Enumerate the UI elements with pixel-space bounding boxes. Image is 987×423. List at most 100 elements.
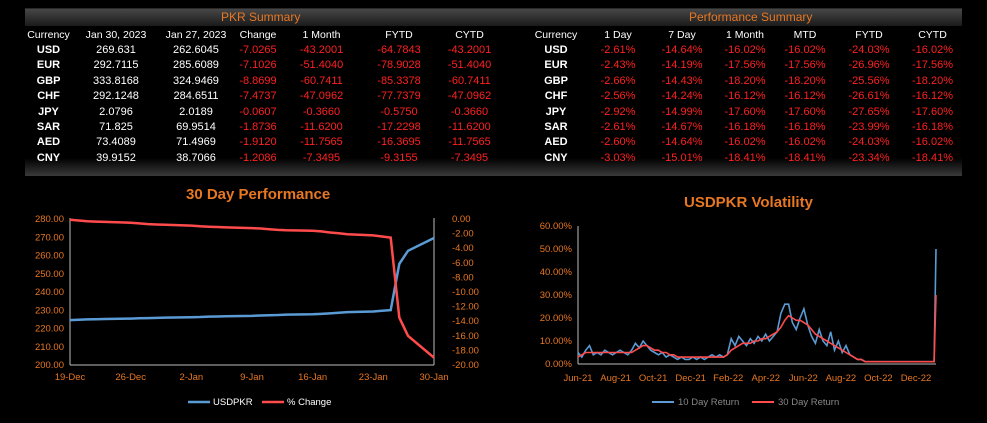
- pkr-summary-cell: CHF: [37, 90, 60, 103]
- performance-summary-cell: -26.61%: [848, 90, 890, 103]
- pkr-summary-cell: 39.9152: [96, 151, 136, 164]
- pkr-summary-cell: -8.8699: [239, 74, 277, 87]
- performance-summary-header-cell: 1 Month: [726, 28, 764, 41]
- x-tick-label: 9-Jan: [240, 372, 264, 383]
- series-line-pct-change: [69, 218, 435, 359]
- pkr-summary-cell: 71.4969: [176, 136, 216, 149]
- y-right-tick-label: 0.00: [452, 214, 471, 225]
- vol-x-tick-label: Dec-22: [901, 373, 932, 384]
- performance-summary-cell: -17.56%: [724, 59, 766, 72]
- performance-summary-cell: -17.60%: [784, 105, 826, 118]
- pkr-summary-cell: 38.7066: [176, 151, 216, 164]
- vol-x-tick-label: Aug-21: [600, 373, 631, 384]
- performance-summary-cell: -2.56%: [600, 90, 636, 103]
- performance-summary-cell: -26.96%: [848, 59, 890, 72]
- y-right-tick-label: -14.00: [452, 316, 479, 327]
- y-left-tick-label: 220.00: [35, 324, 64, 335]
- performance-summary-cell: -14.64%: [661, 44, 703, 57]
- pkr-summary-cell: 73.4089: [96, 136, 136, 149]
- pkr-summary-cell: SAR: [36, 121, 61, 134]
- pkr-summary-cell: AED: [36, 136, 61, 149]
- performance-summary-cell: -14.19%: [661, 59, 703, 72]
- pkr-summary-cell: -60.7411: [448, 74, 491, 87]
- y-right-tick-label: -16.00: [452, 331, 479, 342]
- chart-title-30day: 30 Day Performance: [186, 186, 331, 203]
- performance-summary-cell: -14.43%: [661, 74, 703, 87]
- pkr-summary-cell: 284.6511: [173, 90, 219, 103]
- vol-x-tick-label: Aug-22: [826, 373, 857, 384]
- x-tick-label: 19-Dec: [55, 372, 86, 383]
- vol-x-tick-label: Jun-21: [563, 373, 592, 384]
- performance-summary-header-cell: MTD: [793, 28, 817, 41]
- performance-summary-header-cell: CYTD: [918, 28, 947, 41]
- performance-summary-row: GBP -2.66% -14.43% -18.20% -18.20% -25.56% -18…: [525, 73, 962, 88]
- performance-summary-cell: -16.02%: [784, 44, 826, 57]
- vol-x-tick-label: Dec-21: [675, 373, 706, 384]
- vol-legend-label: 10 Day Return: [678, 397, 739, 408]
- performance-summary-cell: JPY: [545, 105, 567, 118]
- pkr-summary-row: EUR 292.7115 285.6089 -7.1026 -51.4040 -78.90…: [25, 58, 500, 73]
- performance-summary-cell: -2.61%: [600, 121, 636, 134]
- performance-summary-cell: EUR: [544, 59, 568, 72]
- pkr-summary-cell: EUR: [36, 59, 61, 72]
- x-tick-label: 23-Jan: [359, 372, 388, 383]
- performance-summary-cell: SAR: [544, 121, 568, 134]
- performance-summary-header-cell: 7 Day: [668, 28, 696, 41]
- pkr-summary-cell: -1.8736: [239, 121, 277, 134]
- performance-summary-cell: -14.24%: [661, 90, 703, 103]
- pkr-summary-cell: -7.0265: [239, 44, 277, 57]
- y-right-tick-label: -18.00: [452, 345, 479, 356]
- performance-summary-cell: -16.02%: [724, 44, 766, 57]
- performance-summary-cell: -16.02%: [784, 136, 826, 149]
- series-line-usdpkr: [69, 236, 435, 322]
- performance-summary-cell: -16.18%: [912, 121, 953, 134]
- pkr-summary-header-cell: Jan 27, 2023: [165, 28, 227, 41]
- vol-y-tick-label: 60.00%: [540, 221, 573, 232]
- pkr-summary-cell: -47.0962: [299, 90, 344, 103]
- pkr-summary-cell: -78.9028: [377, 59, 421, 72]
- performance-summary-cell: -2.66%: [600, 74, 636, 87]
- vol-legend-label: 30 Day Return: [778, 397, 839, 408]
- pkr-summary-row: CHF 292.1248 284.6511 -7.4737 -47.0962 -77.73…: [25, 89, 500, 104]
- pkr-summary-cell: CNY: [36, 151, 61, 164]
- x-tick-label: 2-Jan: [179, 372, 203, 383]
- performance-summary-cell: -18.20%: [784, 74, 826, 87]
- pkr-summary-cell: -17.2298: [377, 121, 421, 134]
- pkr-summary-cell: 292.1248: [93, 90, 139, 103]
- performance-summary-table: Currency 1 Day 7 Day 1 Month MTD FYTD CYTD USD -…: [525, 27, 962, 166]
- pkr-summary-cell: 324.9469: [173, 74, 219, 87]
- y-right-tick-label: -6.00: [452, 258, 474, 269]
- y-right-tick-label: -8.00: [452, 272, 474, 283]
- pkr-summary-row: CNY 39.9152 38.7066 -1.2086 -7.3495 -9.3155 -7…: [25, 150, 500, 165]
- pkr-summary-cell: -7.3495: [450, 151, 489, 164]
- pkr-summary-cell: -7.3495: [302, 151, 341, 164]
- pkr-summary-cell: -1.9120: [239, 136, 277, 149]
- pkr-summary-header-cell: Change: [239, 28, 277, 41]
- pkr-summary-cell: -0.0607: [239, 105, 277, 118]
- vol-x-tick-label: Jun-22: [789, 373, 818, 384]
- pkr-summary-cell: 2.0796: [99, 105, 133, 118]
- pkr-summary-cell: 71.825: [99, 121, 133, 134]
- pkr-summary-cell: 292.7115: [93, 59, 139, 72]
- performance-summary-cell: -16.02%: [912, 136, 953, 149]
- performance-summary-cell: -17.56%: [784, 59, 826, 72]
- vol-y-tick-label: 50.00%: [540, 244, 573, 255]
- performance-summary-row: USD -2.61% -14.64% -16.02% -16.02% -24.03% -16…: [525, 42, 962, 57]
- pkr-summary-cell: -64.7843: [377, 44, 421, 57]
- performance-summary-cell: -15.01%: [661, 151, 703, 164]
- performance-summary-cell: -14.67%: [661, 121, 703, 134]
- performance-summary-cell: -2.60%: [600, 136, 636, 149]
- y-left-tick-label: 230.00: [35, 305, 64, 316]
- performance-summary-cell: -3.03%: [600, 151, 636, 164]
- performance-summary-row: CNY -3.03% -15.01% -18.41% -18.41% -23.34% -18…: [525, 150, 962, 165]
- performance-summary-cell: GBP: [544, 74, 568, 87]
- pkr-summary-row: JPY 2.0796 2.0189 -0.0607 -0.3660 -0.5750 -0.3…: [25, 104, 500, 119]
- chart-title-volatility: USDPKR Volatility: [684, 194, 813, 211]
- pkr-summary-cell: 69.9514: [176, 121, 216, 134]
- performance-summary-cell: -16.12%: [784, 90, 826, 103]
- performance-summary-cell: -16.12%: [912, 90, 953, 103]
- summary-panel: [25, 8, 962, 176]
- pkr-summary-row: USD 269.631 262.6045 -7.0265 -43.2001 -64.784…: [25, 42, 500, 57]
- pkr-summary-cell: -51.4040: [299, 59, 344, 72]
